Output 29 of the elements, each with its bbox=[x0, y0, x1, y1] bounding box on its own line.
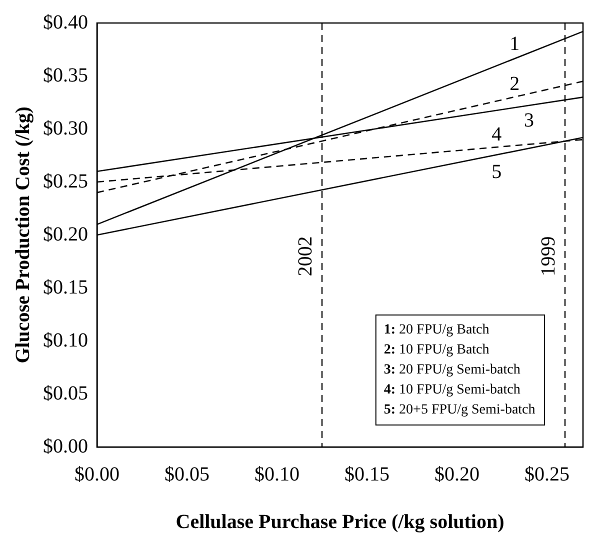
series-label: 2 bbox=[510, 73, 520, 96]
x-tick-label: $0.10 bbox=[254, 463, 300, 486]
annotation: 5: 20+5 FPU/g Semi-batch bbox=[384, 402, 536, 418]
annotation: 3: 20 FPU/g Semi-batch bbox=[384, 362, 520, 378]
annotation: 1999 bbox=[537, 236, 560, 276]
x-tick-label: $0.25 bbox=[524, 463, 570, 486]
annotation: 1: 20 FPU/g Batch bbox=[384, 322, 490, 338]
y-tick-label: $0.30 bbox=[43, 117, 88, 140]
x-tick-label: $0.20 bbox=[434, 463, 480, 486]
x-tick-label: $0.00 bbox=[74, 463, 120, 486]
y-tick-label: $0.05 bbox=[43, 382, 88, 404]
y-tick-label: $0.00 bbox=[43, 435, 88, 458]
series-label: 3 bbox=[524, 110, 534, 132]
y-tick-label: $0.35 bbox=[43, 64, 88, 86]
y-tick-label: $0.40 bbox=[43, 11, 88, 34]
x-axis-title: Cellulase Purchase Price (/kg solution) bbox=[176, 511, 504, 534]
y-tick-label: $0.20 bbox=[43, 223, 88, 246]
annotation: 4: 10 FPU/g Semi-batch bbox=[384, 382, 520, 398]
annotation: 2002 bbox=[294, 236, 316, 276]
y-tick-label: $0.15 bbox=[43, 276, 88, 298]
series-label: 5 bbox=[492, 161, 502, 184]
y-axis-title: Glucose Production Cost (/kg) bbox=[12, 106, 34, 364]
y-tick-label: $0.25 bbox=[43, 170, 88, 192]
series-label: 4 bbox=[492, 123, 502, 146]
x-tick-label: $0.05 bbox=[164, 463, 210, 486]
x-tick-label: $0.15 bbox=[344, 463, 390, 486]
annotation: 2: 10 FPU/g Batch bbox=[384, 342, 490, 358]
y-tick-label: $0.10 bbox=[43, 329, 88, 352]
series-label: 1 bbox=[510, 32, 520, 55]
